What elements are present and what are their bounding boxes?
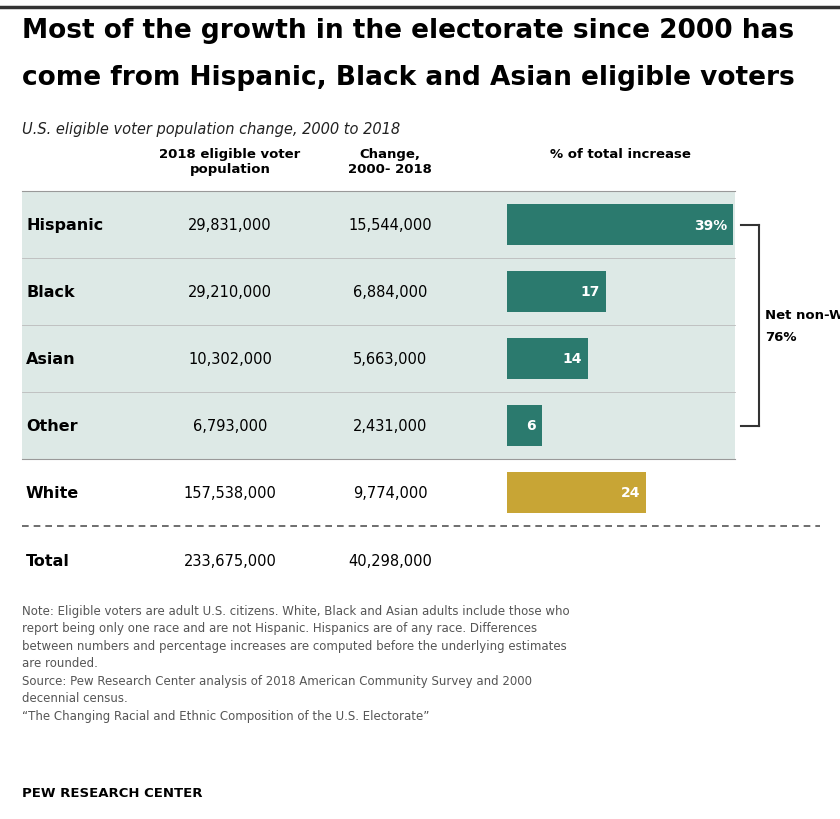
Text: Asian: Asian	[26, 351, 76, 367]
Text: 2018 eligible voter
population: 2018 eligible voter population	[160, 147, 301, 176]
Text: “The Changing Racial and Ethnic Composition of the U.S. Electorate”: “The Changing Racial and Ethnic Composit…	[22, 709, 429, 722]
Text: Other: Other	[26, 419, 77, 433]
Text: 15,544,000: 15,544,000	[349, 218, 432, 233]
Text: 157,538,000: 157,538,000	[184, 486, 276, 500]
Bar	[507, 405, 542, 446]
Text: 29,831,000: 29,831,000	[188, 218, 272, 233]
Text: Note: Eligible voters are adult U.S. citizens. White, Black and Asian adults inc: Note: Eligible voters are adult U.S. cit…	[22, 604, 570, 618]
Text: % of total increase: % of total increase	[549, 147, 690, 161]
Text: decennial census.: decennial census.	[22, 692, 128, 704]
Text: Total: Total	[26, 554, 70, 569]
Text: 6,884,000: 6,884,000	[353, 285, 428, 300]
Text: 40,298,000: 40,298,000	[348, 554, 432, 569]
Text: Source: Pew Research Center analysis of 2018 American Community Survey and 2000: Source: Pew Research Center analysis of …	[22, 674, 532, 687]
Bar	[507, 338, 588, 380]
Text: come from Hispanic, Black and Asian eligible voters: come from Hispanic, Black and Asian elig…	[22, 65, 795, 91]
Text: 14: 14	[563, 352, 582, 366]
Text: 6: 6	[526, 419, 536, 433]
Bar	[507, 472, 646, 514]
Text: 10,302,000: 10,302,000	[188, 351, 272, 367]
Text: Net non-White: Net non-White	[765, 309, 840, 322]
Text: White: White	[26, 486, 79, 500]
Bar	[507, 271, 606, 313]
Text: are rounded.: are rounded.	[22, 657, 98, 670]
Text: Hispanic: Hispanic	[26, 218, 103, 233]
Text: report being only one race and are not Hispanic. Hispanics are of any race. Diff: report being only one race and are not H…	[22, 622, 537, 635]
Text: Most of the growth in the electorate since 2000 has: Most of the growth in the electorate sin…	[22, 18, 794, 44]
Text: U.S. eligible voter population change, 2000 to 2018: U.S. eligible voter population change, 2…	[22, 122, 400, 137]
Text: 2,431,000: 2,431,000	[353, 419, 428, 433]
Text: 76%: 76%	[765, 331, 796, 344]
Text: 39%: 39%	[694, 218, 727, 233]
Text: Change,
2000- 2018: Change, 2000- 2018	[348, 147, 432, 176]
Text: between numbers and percentage increases are computed before the underlying esti: between numbers and percentage increases…	[22, 639, 567, 652]
Bar	[22, 192, 735, 459]
Text: 233,675,000: 233,675,000	[184, 554, 276, 569]
Text: PEW RESEARCH CENTER: PEW RESEARCH CENTER	[22, 786, 202, 799]
Text: Black: Black	[26, 285, 75, 300]
Text: 29,210,000: 29,210,000	[188, 285, 272, 300]
Text: 24: 24	[621, 486, 640, 500]
Bar	[507, 205, 733, 246]
Text: 6,793,000: 6,793,000	[193, 419, 267, 433]
Text: 9,774,000: 9,774,000	[353, 486, 428, 500]
Text: 17: 17	[580, 285, 600, 299]
Text: 5,663,000: 5,663,000	[353, 351, 427, 367]
